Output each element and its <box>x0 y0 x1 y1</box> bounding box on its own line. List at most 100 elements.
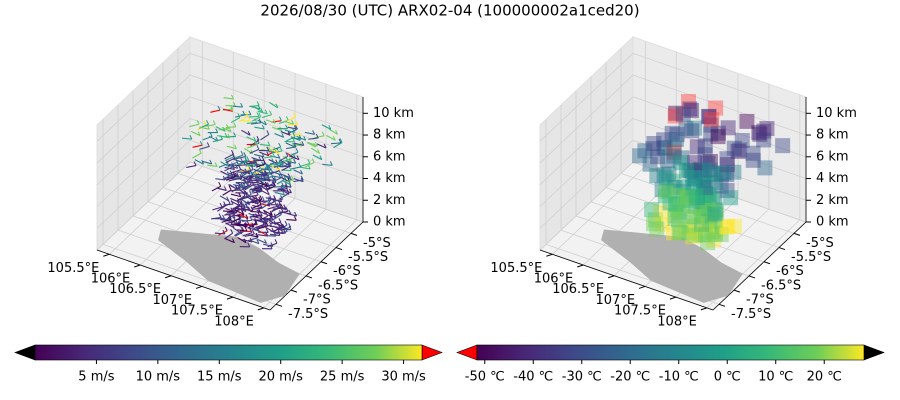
plot-marks <box>632 94 791 251</box>
barb <box>254 169 264 175</box>
barb-flag <box>303 136 307 141</box>
barb <box>257 182 268 187</box>
barb <box>270 148 280 155</box>
barb <box>235 164 246 167</box>
x-tick-label: 108°E <box>214 314 254 329</box>
barb-flag <box>311 158 315 163</box>
barb-flag <box>288 166 292 171</box>
barb-flag <box>248 110 252 115</box>
barb-flag <box>254 219 257 224</box>
barb <box>270 204 281 206</box>
barb-flag <box>251 229 255 235</box>
barb-flag <box>249 216 253 221</box>
voxel <box>682 218 698 234</box>
barb <box>310 147 320 154</box>
colorbar-tick-label: -40 ℃ <box>513 370 553 385</box>
barb <box>246 121 257 124</box>
voxel <box>646 135 662 151</box>
x-tick <box>226 296 234 300</box>
barb-flag <box>240 182 244 187</box>
x-tick <box>164 275 172 279</box>
barb <box>199 126 210 130</box>
voxel <box>671 225 687 241</box>
y-tick-label: -7.5°S <box>731 307 771 322</box>
voxel <box>692 174 708 190</box>
barb <box>230 197 240 203</box>
grid-line <box>96 74 191 164</box>
voxel <box>667 208 683 224</box>
x-tick-label: 106.5°E <box>109 282 161 297</box>
colorbar-tick-label: 30 m/s <box>381 370 426 385</box>
y-tick-label: -7°S <box>746 293 774 308</box>
barb-flag <box>223 186 227 191</box>
barb-flag <box>215 128 219 133</box>
barb <box>233 158 243 163</box>
y-tick-label: -5°S <box>806 236 834 251</box>
barb <box>215 178 226 181</box>
voxel <box>670 202 686 218</box>
x-tick <box>195 285 203 289</box>
voxel <box>719 219 735 235</box>
y-tick-label: -6°S <box>776 264 804 279</box>
barb-flag <box>285 116 289 121</box>
barb <box>233 154 244 160</box>
barb <box>280 173 291 179</box>
voxel <box>697 200 713 216</box>
colorbar-under <box>14 344 36 361</box>
barb-flag <box>287 131 291 136</box>
voxel <box>707 190 723 206</box>
barb-flag <box>300 169 303 175</box>
voxel <box>687 171 703 187</box>
barb <box>261 202 271 209</box>
barb <box>230 189 241 192</box>
voxel <box>678 221 694 237</box>
barb-flag <box>280 207 284 213</box>
barb <box>211 185 221 192</box>
barb <box>256 222 267 228</box>
y-tick <box>350 232 358 236</box>
barb-flag <box>197 131 201 136</box>
barb <box>249 239 260 245</box>
colorbar-under <box>456 344 478 361</box>
barb <box>260 168 271 171</box>
barb-flag <box>268 146 272 152</box>
barb-flag <box>256 145 260 150</box>
barb-flag <box>289 157 293 162</box>
voxel <box>667 179 683 195</box>
barb <box>242 208 253 212</box>
barb <box>192 144 203 148</box>
barb-flag <box>295 120 299 126</box>
voxel <box>695 193 711 209</box>
barb <box>285 160 296 164</box>
barb-flag <box>222 214 225 220</box>
barb-flag <box>283 204 287 209</box>
voxel <box>668 131 684 147</box>
voxel <box>702 162 718 178</box>
barb <box>202 160 212 165</box>
voxel <box>656 132 672 148</box>
grid-line <box>539 139 634 229</box>
barb-flag <box>256 112 260 117</box>
barb <box>272 126 282 132</box>
barb-flag <box>223 201 227 206</box>
z-tick-label: 4 km <box>816 171 849 186</box>
barb-flag <box>228 185 232 191</box>
barb <box>241 176 252 181</box>
voxel <box>642 156 658 172</box>
voxel <box>709 205 725 221</box>
voxel <box>666 141 682 157</box>
voxel <box>707 226 723 242</box>
barb-flag <box>284 220 288 226</box>
colorbar-tick-label: 10 ℃ <box>758 370 793 385</box>
barb-flag <box>237 185 241 191</box>
barb-flag <box>266 190 270 195</box>
voxel <box>757 160 773 176</box>
barb <box>218 230 228 236</box>
barb <box>219 195 229 202</box>
voxel <box>708 202 724 218</box>
barb-flag <box>230 229 234 234</box>
barb-flag <box>196 120 200 125</box>
barb-flag <box>269 110 272 115</box>
land <box>601 229 743 303</box>
barb-flag <box>232 213 236 219</box>
